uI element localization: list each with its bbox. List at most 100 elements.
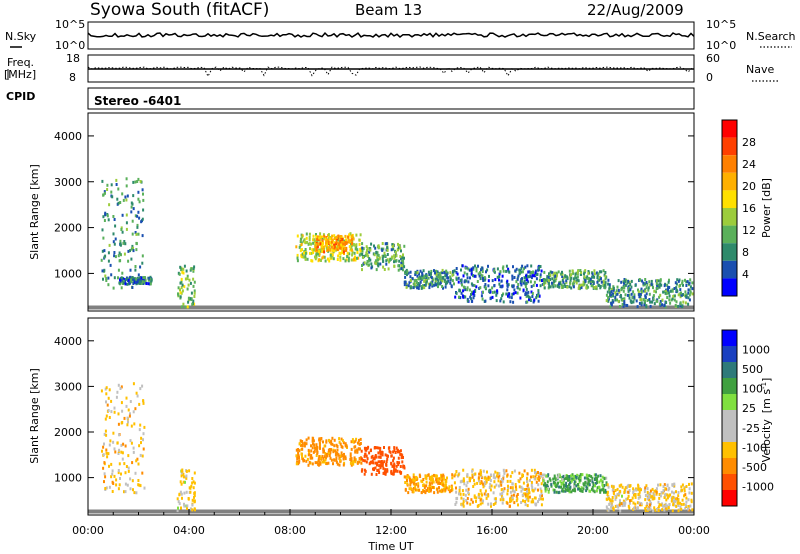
scatter-cell [507,486,510,490]
scatter-cell [657,500,660,504]
scatter-cell [188,486,191,490]
scatter-cell [599,277,602,281]
scatter-cell [192,267,195,271]
scatter-cell [350,457,353,461]
scatter-cell [565,280,568,284]
scatter-cell [100,389,103,393]
scatter-cell [578,287,581,291]
scatter-cell [413,478,416,482]
scatter-cell [125,177,128,181]
scatter-cell [483,492,486,496]
scatter-cell [193,265,196,269]
scatter-cell [421,273,424,277]
scatter-cell [342,455,345,459]
scatter-cell [441,268,444,272]
scatter-cell [643,301,646,305]
scatter-cell [183,491,186,495]
scatter-cell [583,272,585,276]
scatter-cell [607,495,610,499]
scatter-cell [603,477,606,481]
scatter-cell [672,503,675,507]
scatter-cell [655,492,658,496]
scatter-cell [677,504,680,507]
scatter-cell [126,423,129,427]
scatter-cell [540,503,543,507]
scatter-cell [593,473,596,477]
scatter-cell [512,292,515,296]
scatter-cell [564,274,567,278]
scatter-cell [427,487,429,491]
scatter-cell [623,281,625,285]
scatter-cell [623,300,626,304]
scatter-cell [407,284,410,288]
scatter-cell [403,475,406,479]
scatter-cell [466,480,469,484]
scatter-cell [141,188,144,192]
scatter-cell [381,257,384,261]
scatter-cell [365,262,368,266]
scatter-cell [117,268,120,272]
scatter-cell [409,478,411,482]
scatter-cell [108,485,111,489]
scatter-cell [137,278,140,282]
scatter-cell [187,497,190,500]
scatter-cell [656,286,659,290]
scatter-cell [575,279,578,283]
scatter-cell [602,269,605,273]
scatter-cell [501,501,504,505]
scatter-cell [376,253,379,256]
scatter-cell [427,276,430,280]
scatter-cell [341,445,344,449]
scatter-cell [364,254,367,258]
scatter-cell [581,473,584,477]
scatter-cell [115,395,118,399]
scatter-cell [377,262,380,266]
scatter-cell [371,459,374,463]
scatter-cell [368,263,370,267]
freq-unit: [MHz] [4,68,36,81]
scatter-cell [352,440,355,444]
scatter-cell [343,243,346,247]
scatter-cell [529,299,532,302]
scatter-cell [540,482,543,486]
scatter-cell [466,497,469,500]
scatter-cell [438,274,441,278]
scatter-cell [412,481,415,485]
scatter-cell [492,491,495,495]
scatter-cell [666,493,669,497]
scatter-cell [104,213,107,217]
scatter-cell [184,305,187,309]
scatter-cell [103,461,106,465]
scatter-cell [663,483,666,487]
scatter-cell [304,248,307,251]
scatter-cell [105,386,108,390]
scatter-cell [428,286,431,290]
scatter-cell [454,473,457,477]
scatter-cell [124,278,127,281]
scatter-cell [564,285,567,288]
scatter-cell [361,252,364,256]
scatter-cell [393,467,396,471]
scatter-cell [635,488,638,492]
scatter-cell [685,284,688,287]
scatter-cell [611,488,614,492]
scatter-cell [549,270,552,274]
scatter-cell [101,269,104,273]
scatter-cell [296,259,299,263]
scatter-cell [520,485,523,489]
scatter-cell [466,286,469,290]
scatter-cell [352,462,355,466]
scatter-cell [131,202,134,206]
scatter-cell [496,275,499,279]
scatter-cell [377,244,380,248]
scatter-cell [526,278,529,282]
scatter-cell [629,283,632,286]
scatter-cell [500,297,503,301]
scatter-cell [432,485,434,489]
scatter-cell [314,461,317,465]
scatter-cell [499,492,502,496]
scatter-cell [644,299,646,303]
scatter-cell [543,473,546,477]
scatter-cell [610,290,613,294]
scatter-cell [304,241,307,245]
